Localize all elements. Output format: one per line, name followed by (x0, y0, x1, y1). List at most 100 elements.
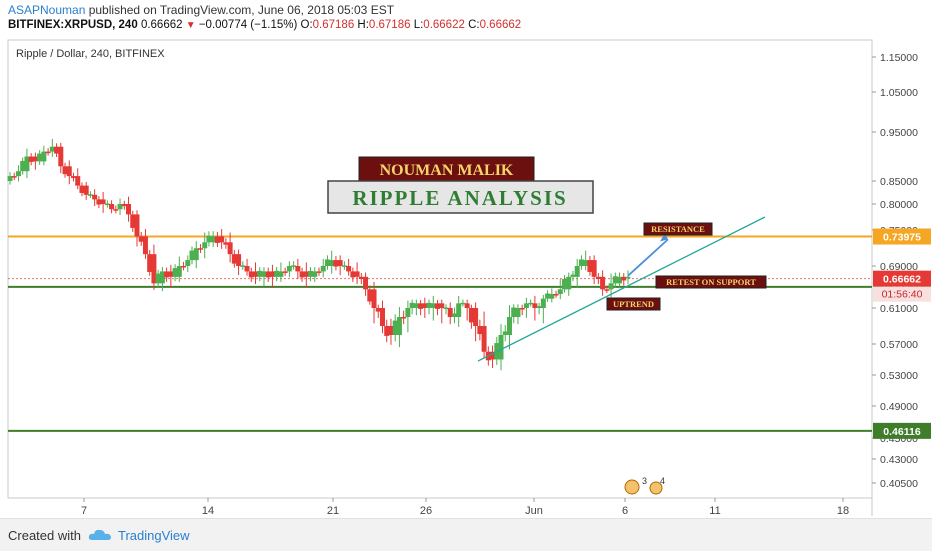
y-tick-label: 0.49000 (880, 401, 918, 413)
open-label: O: (300, 19, 313, 31)
candle-body (130, 214, 136, 228)
candle-body (371, 289, 377, 308)
candle-body (197, 248, 203, 250)
candle-body (278, 271, 284, 277)
analysis-banner: RIPPLE ANALYSIS (352, 186, 567, 210)
chart-title: Ripple / Dollar, 240, BITFINEX (16, 48, 165, 60)
price-change: −0.00774 (−1.15%) (198, 19, 298, 31)
candle-body (350, 271, 356, 278)
candle-body (435, 303, 441, 309)
candle-body (401, 317, 407, 319)
y-tick-label: 0.80000 (880, 199, 918, 211)
candle-body (562, 279, 568, 290)
author-banner-box (358, 156, 535, 182)
candle-body (303, 271, 309, 277)
candle-body (456, 303, 462, 317)
plot-area (7, 39, 873, 499)
candle-body (333, 260, 339, 267)
candle-body (502, 331, 508, 335)
economic-event-icon (624, 479, 640, 495)
candle-body (536, 306, 542, 308)
x-tick-label: 11 (709, 505, 720, 517)
candle-body (37, 153, 43, 162)
candle-body (477, 326, 483, 335)
candle-body (604, 289, 610, 291)
close-value: 0.66662 (479, 19, 522, 31)
candle-body (147, 254, 153, 272)
low-value: 0.66622 (423, 19, 465, 31)
low-label: L: (413, 19, 424, 31)
candle-body (392, 320, 398, 335)
high-value: 0.67186 (368, 19, 411, 31)
candle-body (473, 308, 479, 326)
tradingview-link[interactable]: TradingView (118, 528, 190, 543)
candle-body (379, 308, 385, 326)
candle-body (460, 302, 466, 305)
candle-body (443, 307, 449, 310)
candle-body (121, 204, 127, 207)
candle-body (324, 259, 330, 266)
price-chart[interactable]: Ripple / Dollar, 240, BITFINEX 1.15000 1.0… (0, 0, 932, 518)
y-tick-label: 1.05000 (880, 87, 918, 99)
candle-body (202, 242, 208, 249)
candle-body (75, 176, 81, 186)
candle-body (62, 166, 68, 175)
author-link[interactable]: ASAPNouman (8, 3, 86, 17)
publish-info: ASAPNouman published on TradingView.com,… (8, 3, 394, 17)
candle-body (244, 266, 250, 272)
candle-body (430, 303, 436, 308)
candle-body (54, 146, 60, 154)
publish-text: published on TradingView.com, June 06, 2… (85, 3, 395, 17)
current-price-tag (873, 270, 931, 287)
candle-body (367, 289, 373, 302)
candle-body (240, 265, 246, 267)
x-tick-label: 14 (202, 505, 214, 517)
candle-body (210, 236, 216, 243)
candle-body (299, 271, 305, 278)
candle-body (422, 303, 428, 308)
candle-body (316, 271, 322, 273)
candle-body (223, 242, 229, 245)
candle-body (134, 214, 140, 237)
candle-body (426, 302, 432, 308)
candle-body (405, 308, 411, 317)
candle-body (286, 266, 292, 272)
candle-body (282, 271, 288, 273)
candle-body (312, 271, 318, 277)
candle-body (388, 326, 394, 335)
candle-body (164, 271, 170, 278)
candle-body (595, 276, 601, 279)
resistance-price-label: 0.73975 (883, 232, 921, 244)
candle-body (375, 308, 381, 312)
candle-body (464, 303, 470, 308)
candle-body (570, 274, 576, 277)
author-banner: NOUMAN MALIK (380, 162, 514, 179)
candle-body (295, 266, 301, 272)
uptrend-label-box (606, 297, 661, 311)
candle-body (172, 268, 178, 277)
candle-body (79, 185, 85, 193)
x-tick-label: 18 (837, 505, 849, 517)
last-price: 0.66662 (140, 19, 183, 31)
candle-body (138, 236, 144, 242)
candle-body (117, 204, 123, 210)
economic-event-icon (649, 481, 663, 495)
candle-body (155, 273, 161, 284)
candle-body (540, 298, 546, 308)
candle-body (269, 271, 275, 277)
candle-body (528, 302, 534, 305)
candle-body (346, 266, 352, 272)
candle-body (591, 260, 597, 277)
candle-body (498, 335, 504, 360)
candle-body (219, 236, 225, 243)
candle-body (231, 254, 237, 264)
candle-body (265, 271, 271, 278)
tradingview-cloud-icon (88, 529, 111, 540)
candle-body (181, 266, 187, 268)
y-tick-label: 0.53000 (880, 370, 918, 382)
candle-body (189, 250, 195, 261)
retest-label: RETEST ON SUPPORT (666, 277, 756, 287)
x-tick-label: Jun (525, 505, 543, 517)
candle-body (553, 294, 559, 296)
candle-body (409, 302, 415, 308)
